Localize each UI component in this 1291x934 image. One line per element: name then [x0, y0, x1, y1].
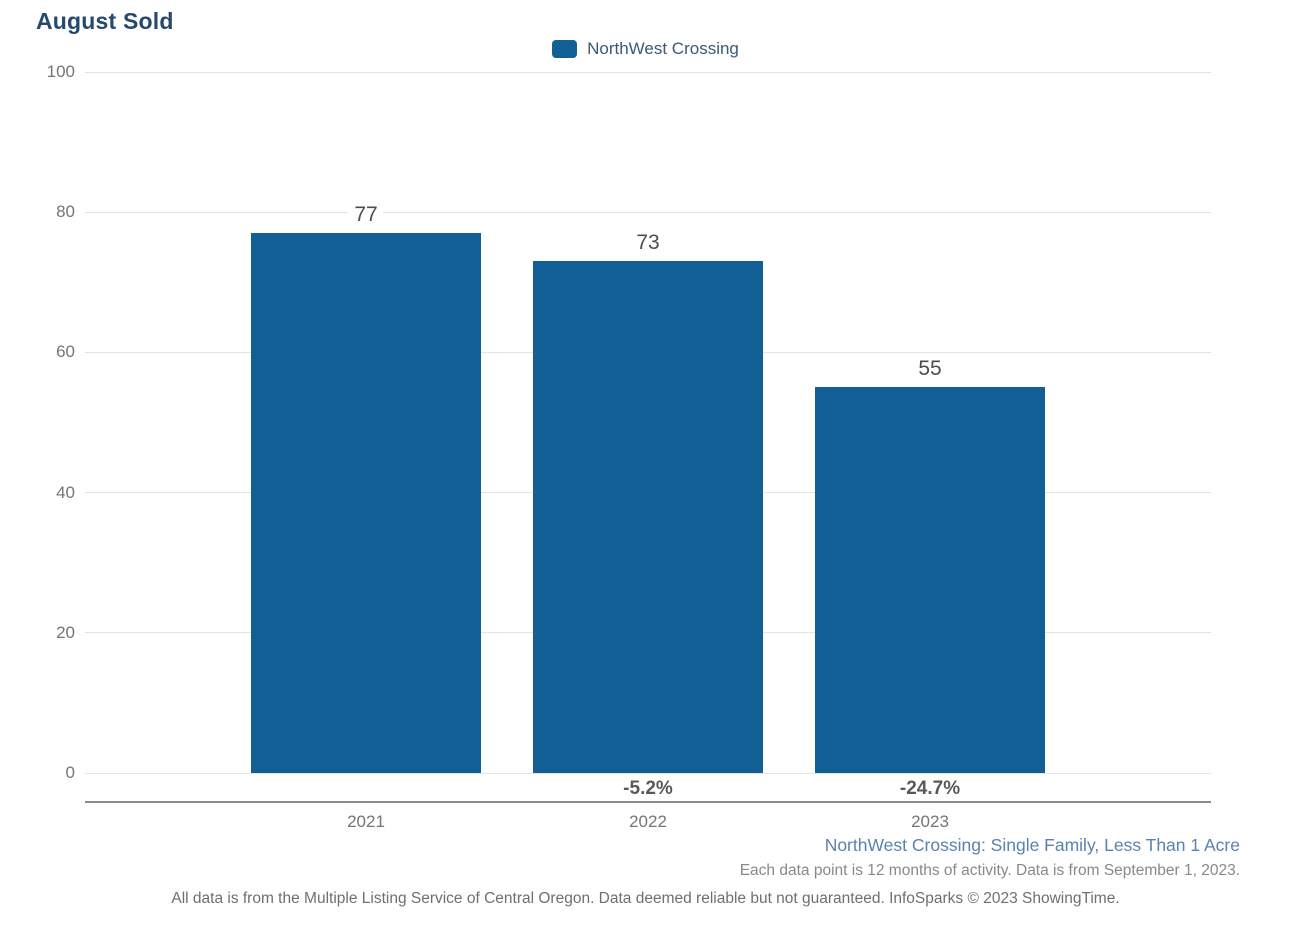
y-axis-tick-label-20: 20 [56, 622, 75, 642]
y-axis-tick-label-40: 40 [56, 482, 75, 502]
gridline-y-0 [85, 772, 1211, 774]
legend-swatch-icon [552, 40, 578, 58]
chart-legend: NorthWest Crossing [0, 39, 1291, 59]
legend-label: NorthWest Crossing [587, 39, 739, 58]
y-axis-tick-label-0: 0 [65, 763, 75, 782]
y-axis-tick-label-80: 80 [56, 202, 75, 222]
x-axis-tick-label-2021: 2021 [347, 812, 385, 831]
gridline-y-100 [85, 71, 1211, 73]
legend-item-northwest-crossing[interactable]: NorthWest Crossing [552, 39, 739, 59]
y-axis-tick-label-100: 100 [46, 62, 75, 81]
bar-2021[interactable] [251, 233, 481, 773]
chart-title: August Sold [36, 8, 174, 34]
footer-data-note: Each data point is 12 months of activity… [739, 862, 1240, 879]
bar-2023[interactable] [815, 387, 1045, 773]
bar-2022[interactable] [533, 261, 763, 773]
pct-change-label-2023: -24.7% [899, 778, 961, 799]
x-axis-tick-label-2023: 2023 [911, 812, 949, 831]
footer-disclaimer: All data is from the Multiple Listing Se… [171, 890, 1120, 907]
bar-value-label-2021: 77 [348, 203, 384, 228]
y-axis-tick-label-60: 60 [56, 342, 75, 362]
x-axis-line [85, 801, 1211, 803]
footer-series-description: NorthWest Crossing: Single Family, Less … [824, 835, 1240, 855]
x-axis-tick-label-2022: 2022 [629, 812, 667, 831]
bar-value-label-2023: 55 [912, 357, 948, 382]
gridline-y-80 [85, 211, 1211, 213]
bar-value-label-2022: 73 [630, 231, 666, 256]
pct-change-label-2022: -5.2% [623, 778, 673, 799]
